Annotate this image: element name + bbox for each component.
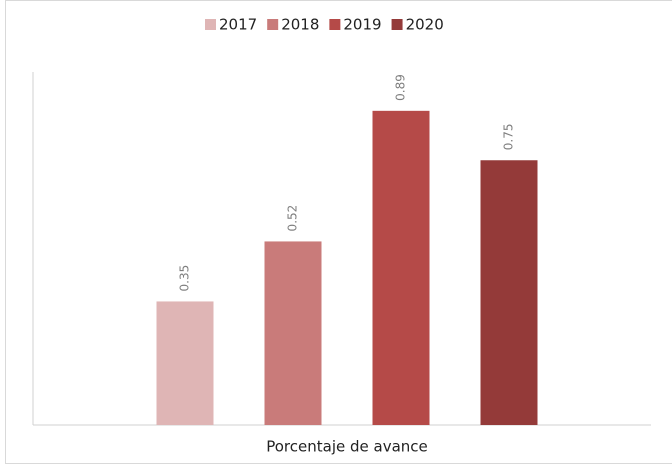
legend-label: 2019 <box>343 16 381 34</box>
bar <box>156 301 214 425</box>
data-label: 0.35 <box>178 265 192 292</box>
data-label: 0.75 <box>502 124 516 151</box>
legend-swatch <box>205 19 216 30</box>
bar <box>372 110 430 425</box>
bar <box>480 160 538 425</box>
legend-label: 2017 <box>219 16 257 34</box>
legend-swatch <box>267 19 279 30</box>
data-label: 0.89 <box>394 74 408 101</box>
x-tick-label: Porcentaje de avance <box>266 438 428 456</box>
legend-swatch <box>329 19 341 30</box>
data-label: 0.52 <box>286 205 300 232</box>
legend-label: 2018 <box>281 16 319 34</box>
bar <box>264 241 322 425</box>
legend-swatch <box>391 19 403 30</box>
chart-border <box>5 0 672 464</box>
legend-label: 2020 <box>406 16 444 34</box>
